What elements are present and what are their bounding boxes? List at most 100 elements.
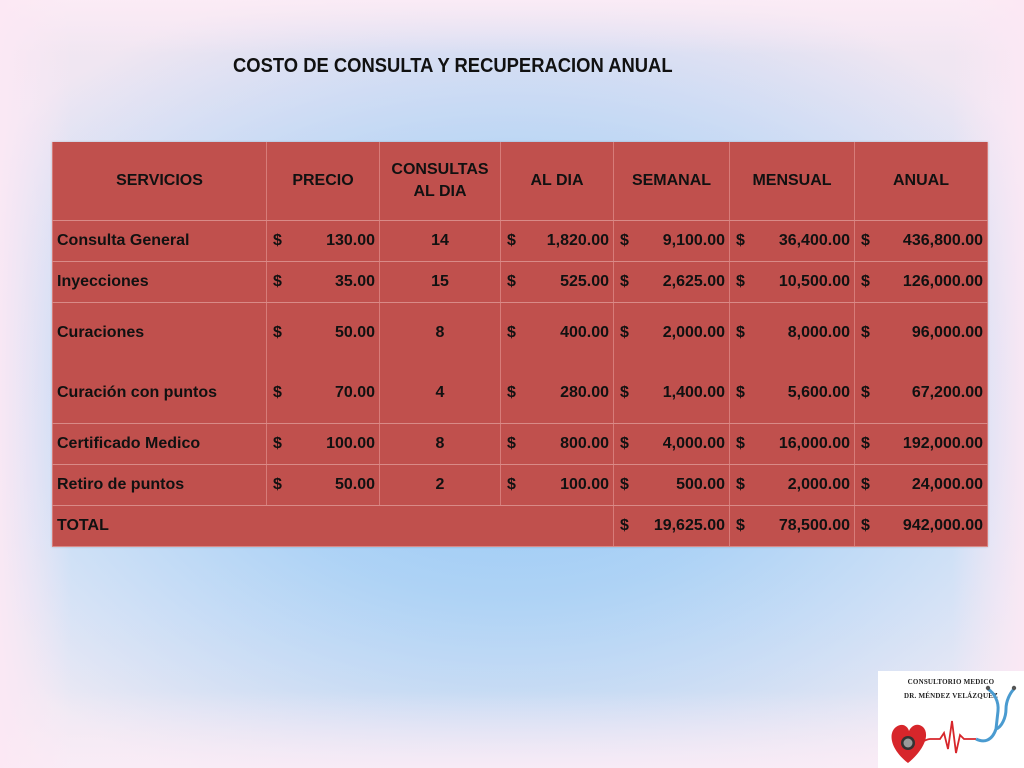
total-row: TOTAL $19,625.00 $78,500.00 $942,000.00 bbox=[52, 505, 988, 547]
currency-sign: $ bbox=[620, 324, 629, 341]
currency-sign: $ bbox=[736, 435, 745, 452]
currency-sign: $ bbox=[620, 435, 629, 452]
value-precio: 130.00 bbox=[326, 232, 375, 249]
logo-line-2: DR. MÉNDEZ VELÁZQUEZ bbox=[904, 692, 998, 700]
value-mensual: 36,400.00 bbox=[778, 232, 850, 249]
total-semanal: 19,625.00 bbox=[653, 517, 725, 534]
cell-precio: $100.00 bbox=[266, 423, 380, 465]
cell-semanal: $9,100.00 bbox=[613, 220, 730, 262]
cell-anual: $192,000.00 bbox=[854, 423, 988, 465]
currency-sign: $ bbox=[273, 324, 282, 341]
table-row: Certificado Medico $100.00 8 $800.00 $4,000.… bbox=[52, 423, 988, 465]
value-anual: 96,000.00 bbox=[911, 324, 983, 341]
cell-semanal: $1,400.00 bbox=[613, 363, 730, 424]
value-semanal: 2,000.00 bbox=[662, 324, 725, 341]
cell-consultas: 8 bbox=[379, 302, 501, 363]
currency-sign: $ bbox=[273, 476, 282, 493]
currency-sign: $ bbox=[620, 517, 629, 534]
value-precio: 100.00 bbox=[326, 435, 375, 452]
value-precio: 50.00 bbox=[334, 476, 375, 493]
total-mensual: 78,500.00 bbox=[778, 517, 850, 534]
cell-semanal: $2,000.00 bbox=[613, 302, 730, 363]
currency-sign: $ bbox=[507, 273, 516, 290]
table-row: Curaciones $50.00 8 $400.00 $2,000.00 $8,000.… bbox=[52, 302, 988, 363]
cell-precio: $130.00 bbox=[266, 220, 380, 262]
page-title: COSTO DE CONSULTA Y RECUPERACION ANUAL bbox=[233, 55, 673, 77]
clinic-logo: CONSULTORIO MEDICO DR. MÉNDEZ VELÁZQUEZ bbox=[878, 671, 1024, 768]
cell-servicio: Consulta General bbox=[52, 220, 267, 262]
header-consultas: CONSULTAS AL DIA bbox=[379, 142, 501, 221]
currency-sign: $ bbox=[273, 273, 282, 290]
heart-stethoscope-icon bbox=[891, 685, 1017, 763]
cell-consultas: 4 bbox=[379, 363, 501, 424]
currency-sign: $ bbox=[736, 384, 745, 401]
cell-precio: $35.00 bbox=[266, 261, 380, 303]
cell-servicio: Certificado Medico bbox=[52, 423, 267, 465]
header-consultas-line1: CONSULTAS bbox=[391, 161, 489, 178]
cell-servicio: Curaciones bbox=[52, 302, 267, 363]
table-row: Curación con puntos $70.00 4 $280.00 $1,400.… bbox=[52, 363, 988, 424]
value-precio: 50.00 bbox=[334, 324, 375, 341]
currency-sign: $ bbox=[861, 384, 870, 401]
value-al_dia: 400.00 bbox=[560, 324, 609, 341]
value-al_dia: 280.00 bbox=[560, 384, 609, 401]
currency-sign: $ bbox=[736, 324, 745, 341]
cell-servicio: Inyecciones bbox=[52, 261, 267, 303]
cell-anual: $126,000.00 bbox=[854, 261, 988, 303]
value-precio: 35.00 bbox=[334, 273, 375, 290]
cell-consultas: 8 bbox=[379, 423, 501, 465]
total-label: TOTAL bbox=[52, 505, 614, 547]
value-al_dia: 800.00 bbox=[560, 435, 609, 452]
header-servicios: SERVICIOS bbox=[52, 142, 267, 221]
currency-sign: $ bbox=[273, 384, 282, 401]
value-anual: 192,000.00 bbox=[902, 435, 983, 452]
table-row: Inyecciones $35.00 15 $525.00 $2,625.00 $10,5… bbox=[52, 261, 988, 303]
cost-table: SERVICIOS PRECIO CONSULTAS AL DIA AL DIA… bbox=[52, 142, 988, 547]
currency-sign: $ bbox=[507, 435, 516, 452]
total-anual: 942,000.00 bbox=[902, 517, 983, 534]
cell-consultas: 15 bbox=[379, 261, 501, 303]
currency-sign: $ bbox=[736, 517, 745, 534]
cell-anual: $67,200.00 bbox=[854, 363, 988, 424]
value-mensual: 5,600.00 bbox=[787, 384, 850, 401]
currency-sign: $ bbox=[507, 384, 516, 401]
value-al_dia: 525.00 bbox=[560, 273, 609, 290]
total-mensual-cell: $78,500.00 bbox=[729, 505, 855, 547]
currency-sign: $ bbox=[507, 476, 516, 493]
value-semanal: 1,400.00 bbox=[662, 384, 725, 401]
total-semanal-cell: $19,625.00 bbox=[613, 505, 730, 547]
value-mensual: 8,000.00 bbox=[787, 324, 850, 341]
currency-sign: $ bbox=[861, 273, 870, 290]
currency-sign: $ bbox=[620, 273, 629, 290]
cell-servicio: Curación con puntos bbox=[52, 363, 267, 424]
cell-servicio: Retiro de puntos bbox=[52, 464, 267, 506]
cell-anual: $436,800.00 bbox=[854, 220, 988, 262]
total-anual-cell: $942,000.00 bbox=[854, 505, 988, 547]
currency-sign: $ bbox=[507, 324, 516, 341]
value-precio: 70.00 bbox=[334, 384, 375, 401]
value-anual: 436,800.00 bbox=[902, 232, 983, 249]
value-al_dia: 100.00 bbox=[560, 476, 609, 493]
cell-precio: $50.00 bbox=[266, 302, 380, 363]
header-consultas-line2: AL DIA bbox=[413, 183, 467, 200]
currency-sign: $ bbox=[273, 435, 282, 452]
currency-sign: $ bbox=[736, 232, 745, 249]
currency-sign: $ bbox=[861, 324, 870, 341]
header-al-dia: AL DIA bbox=[500, 142, 614, 221]
value-anual: 126,000.00 bbox=[902, 273, 983, 290]
table-row: Consulta General $130.00 14 $1,820.00 $9,100… bbox=[52, 220, 988, 262]
currency-sign: $ bbox=[861, 476, 870, 493]
currency-sign: $ bbox=[620, 232, 629, 249]
value-semanal: 2,625.00 bbox=[662, 273, 725, 290]
value-semanal: 500.00 bbox=[676, 476, 725, 493]
header-semanal: SEMANAL bbox=[613, 142, 730, 221]
value-semanal: 4,000.00 bbox=[662, 435, 725, 452]
value-mensual: 16,000.00 bbox=[778, 435, 850, 452]
currency-sign: $ bbox=[620, 384, 629, 401]
cell-mensual: $8,000.00 bbox=[729, 302, 855, 363]
currency-sign: $ bbox=[861, 517, 870, 534]
currency-sign: $ bbox=[861, 435, 870, 452]
value-mensual: 2,000.00 bbox=[787, 476, 850, 493]
cell-al_dia: $800.00 bbox=[500, 423, 614, 465]
currency-sign: $ bbox=[273, 232, 282, 249]
